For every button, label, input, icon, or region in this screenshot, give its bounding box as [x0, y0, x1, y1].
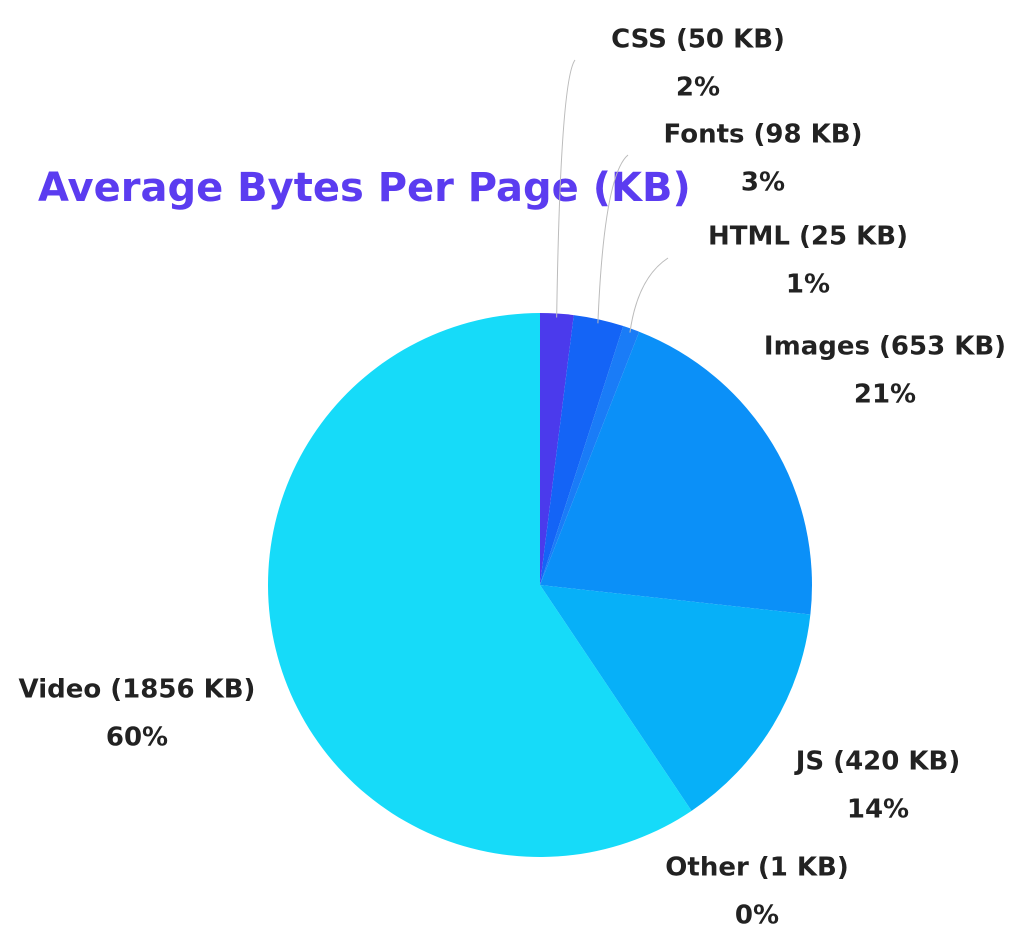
leader-line	[629, 257, 669, 333]
chart-title: Average Bytes Per Page (KB)	[38, 165, 691, 211]
pie-slice	[540, 326, 640, 585]
slice-label: Fonts (98 KB)	[664, 120, 863, 150]
pie-slice	[540, 585, 811, 811]
slice-value-label: 0%	[735, 901, 779, 931]
slice-value-label: 14%	[847, 795, 909, 825]
slice-label: Other (1 KB)	[665, 853, 848, 883]
slice-label: CSS (50 KB)	[611, 25, 785, 55]
slice-label: Video (1856 KB)	[19, 675, 256, 705]
slice-value-label: 3%	[741, 168, 785, 198]
slice-value-label: 1%	[786, 270, 830, 300]
slice-value-label: 60%	[106, 723, 168, 753]
pie-slice	[540, 315, 624, 585]
leader-line	[597, 154, 629, 324]
pie-slice	[268, 313, 692, 857]
pie-slice	[540, 331, 812, 615]
slice-label: JS (420 KB)	[794, 747, 961, 777]
slice-value-label: 2%	[676, 73, 720, 103]
slice-label: Images (653 KB)	[764, 332, 1006, 362]
slice-label: HTML (25 KB)	[708, 222, 908, 252]
leader-line	[556, 59, 576, 318]
pie-slice	[540, 313, 574, 585]
slice-value-label: 21%	[854, 380, 916, 410]
